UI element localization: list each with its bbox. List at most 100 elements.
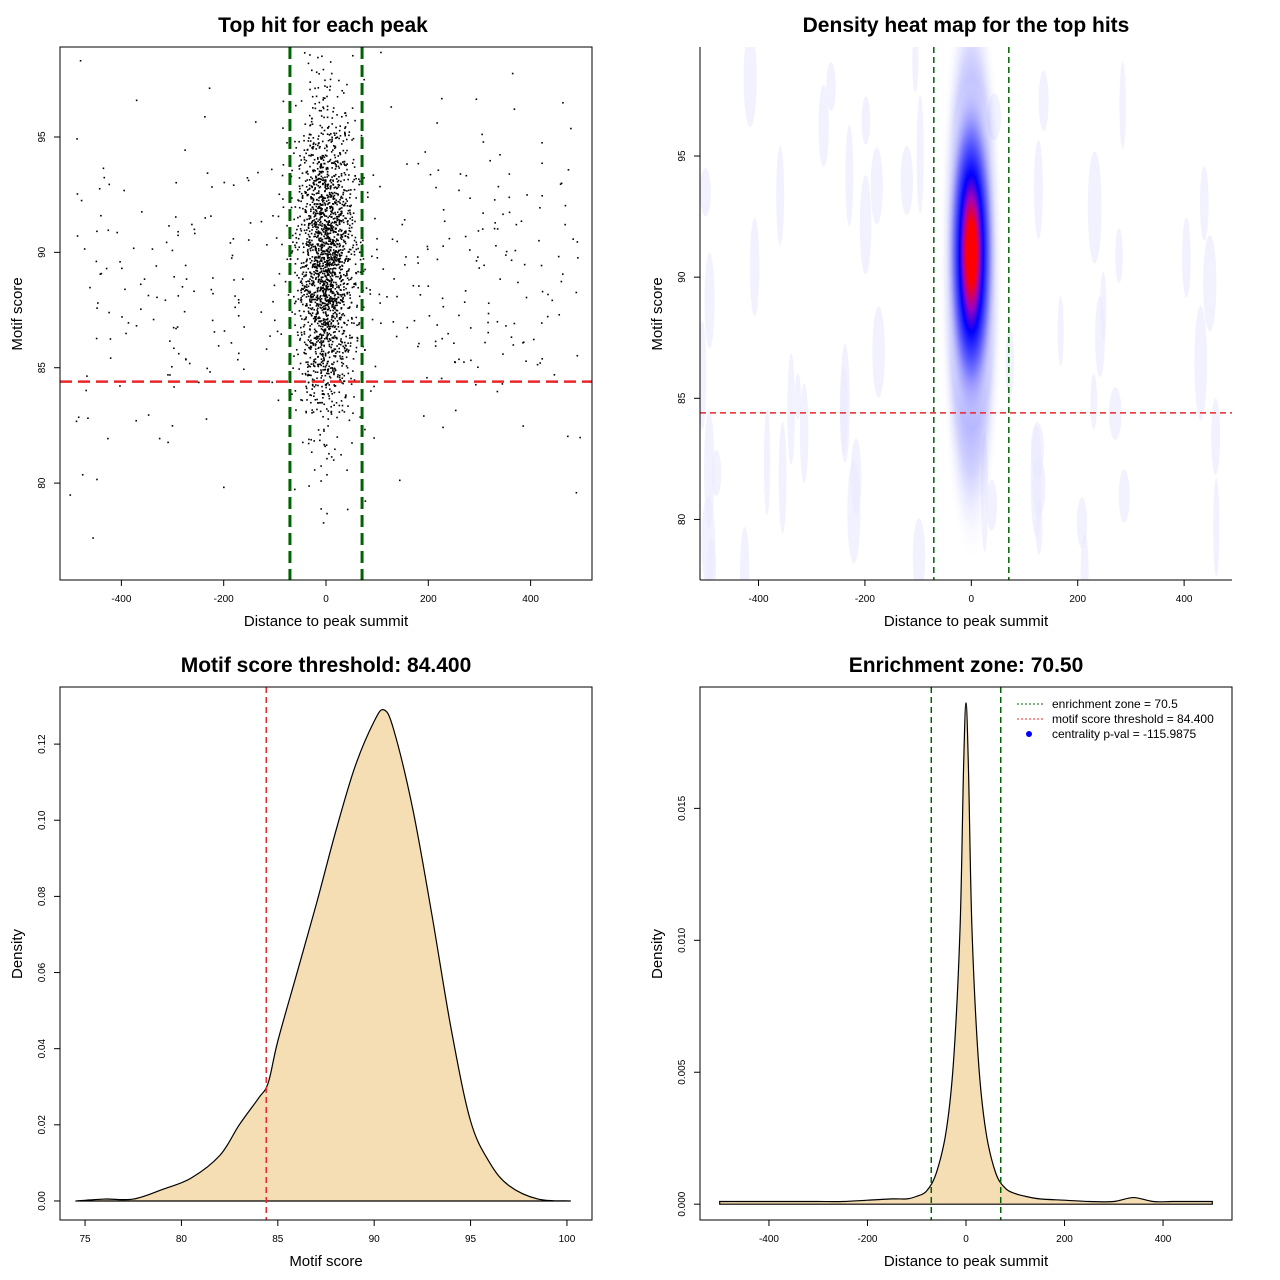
scatter-point bbox=[329, 85, 332, 88]
scatter-point bbox=[83, 248, 86, 250]
scatter-point bbox=[310, 295, 313, 298]
scatter-point bbox=[318, 181, 320, 184]
scatter-point bbox=[310, 120, 313, 123]
scatter-point bbox=[436, 324, 439, 326]
scatter-point bbox=[334, 230, 337, 233]
scatter-point bbox=[299, 299, 302, 301]
scatter-point bbox=[327, 352, 330, 354]
scatter-point bbox=[326, 282, 329, 284]
scatter-point bbox=[307, 290, 310, 293]
scatter-point bbox=[314, 298, 317, 301]
scatter-point bbox=[324, 369, 326, 371]
scatter-point bbox=[292, 367, 294, 369]
scatter-point bbox=[299, 228, 302, 230]
scatter-point bbox=[331, 192, 334, 195]
scatter-point bbox=[339, 288, 342, 291]
scatter-point bbox=[331, 400, 333, 403]
scatter-point bbox=[320, 480, 322, 482]
scatter-point bbox=[326, 457, 328, 460]
scatter-point bbox=[464, 235, 467, 238]
scatter-point bbox=[309, 298, 311, 301]
scatter-point bbox=[296, 331, 299, 334]
scatter-point bbox=[181, 285, 184, 288]
scatter-point bbox=[306, 258, 308, 261]
scatter-point bbox=[329, 271, 331, 273]
scatter-point bbox=[319, 217, 322, 219]
scatter-point bbox=[351, 139, 353, 141]
scatter-point bbox=[326, 271, 329, 274]
scatter-point bbox=[326, 185, 329, 188]
scatter-point bbox=[337, 250, 340, 253]
scatter-point bbox=[340, 174, 343, 177]
scatter-point bbox=[372, 174, 375, 176]
scatter-point bbox=[260, 311, 263, 313]
scatter-point bbox=[300, 280, 303, 282]
scatter-point bbox=[331, 274, 333, 276]
scatter-point bbox=[320, 270, 323, 272]
scatter-point bbox=[338, 376, 341, 379]
scatter-point bbox=[314, 291, 317, 294]
scatter-point bbox=[454, 409, 457, 412]
scatter-point bbox=[314, 320, 316, 322]
scatter-point bbox=[331, 314, 334, 317]
scatter-point bbox=[320, 228, 323, 230]
scatter-point bbox=[316, 330, 318, 333]
scatter-point bbox=[340, 219, 342, 222]
heatmap-reference-lines bbox=[700, 47, 1232, 580]
scatter-point bbox=[176, 326, 179, 328]
scatter-point bbox=[346, 291, 348, 294]
scatter-point bbox=[540, 264, 543, 267]
scatter-point bbox=[330, 256, 332, 258]
scatter-point bbox=[324, 297, 327, 299]
scatter-point bbox=[344, 164, 346, 166]
scatter-point bbox=[312, 277, 314, 279]
scatter-point bbox=[342, 382, 344, 385]
scatter-point bbox=[335, 246, 338, 248]
scatter-point bbox=[317, 138, 319, 140]
scatter-point bbox=[320, 132, 323, 134]
scatter-point bbox=[355, 248, 358, 251]
scatter-point bbox=[487, 331, 490, 334]
scatter-point bbox=[315, 95, 318, 98]
scatter-point bbox=[310, 244, 313, 247]
scatter-point bbox=[308, 292, 311, 294]
scatter-point bbox=[299, 155, 301, 157]
scatter-point bbox=[175, 327, 177, 330]
heatmap-core bbox=[945, 78, 998, 429]
scatter-point bbox=[319, 300, 322, 303]
scatter-point bbox=[301, 284, 304, 287]
scatter-point bbox=[307, 227, 310, 230]
scatter-point bbox=[558, 313, 561, 316]
scatter-point bbox=[342, 300, 345, 303]
scatter-point bbox=[306, 179, 309, 181]
scatter-point bbox=[320, 175, 323, 178]
distance-density-x-tick-label: -200 bbox=[857, 1234, 877, 1245]
scatter-point bbox=[325, 314, 328, 316]
scatter-point bbox=[328, 240, 330, 242]
scatter-point bbox=[325, 188, 327, 190]
scatter-point bbox=[171, 249, 174, 252]
scatter-point bbox=[339, 261, 342, 263]
scatter-point bbox=[307, 321, 310, 324]
scatter-point bbox=[322, 318, 325, 320]
heatmap-faint-density bbox=[818, 84, 829, 167]
scatter-point bbox=[317, 276, 320, 278]
scatter-point bbox=[324, 210, 327, 213]
scatter-point bbox=[344, 132, 346, 135]
score-density-y-axis: 0.000.020.040.060.080.100.12 bbox=[37, 734, 60, 1211]
scatter-point bbox=[341, 365, 343, 367]
scatter-point bbox=[306, 250, 309, 253]
scatter-point bbox=[341, 293, 344, 296]
scatter-point bbox=[323, 250, 326, 253]
scatter-point bbox=[334, 145, 336, 148]
scatter-point bbox=[347, 258, 350, 260]
scatter-point bbox=[312, 363, 315, 365]
scatter-point bbox=[311, 222, 313, 224]
scatter-point bbox=[321, 390, 324, 392]
scatter-point bbox=[333, 191, 336, 194]
scatter-point bbox=[351, 216, 354, 219]
heatmap-faint-density bbox=[763, 408, 771, 516]
scatter-point bbox=[317, 281, 320, 283]
scatter-point bbox=[338, 176, 340, 178]
scatter-point bbox=[332, 254, 334, 256]
